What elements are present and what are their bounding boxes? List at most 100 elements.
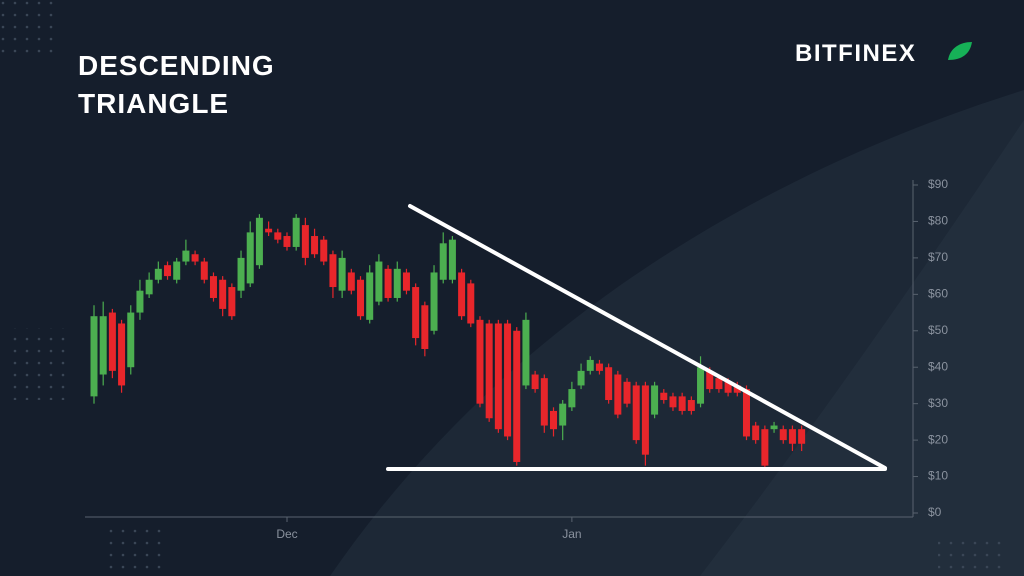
candle-body [779,429,787,441]
candle-body [788,429,796,444]
candle-body [219,279,227,309]
candle-body [467,283,475,324]
logo: BITFINEX [795,40,917,67]
chart-title: DESCENDING TRIANGLE [78,50,275,119]
candle-body [283,236,291,247]
candle-body [733,385,741,393]
candle-body [274,232,282,240]
y-tick-label: $20 [928,432,948,446]
candle-body [200,261,208,280]
candle-body [255,217,263,266]
candle-body [265,228,273,233]
candle-body [118,323,126,386]
y-tick-label: $10 [928,469,948,483]
candle-body [485,323,493,419]
candle-body [357,279,365,317]
plot-area [90,214,806,470]
candle-body [173,261,181,280]
candle-body [320,239,328,262]
y-tick-label: $50 [928,323,948,337]
candle-body [761,429,769,466]
y-tick-label: $80 [928,214,948,228]
candle-body [127,312,135,368]
logo-leaf [948,42,972,60]
candle-body [669,396,677,408]
candle-body [687,400,695,411]
candle-body [742,389,750,437]
y-tick-label: $60 [928,287,948,301]
dot-grid [108,525,168,575]
candle-body [329,254,337,288]
candle-body [798,429,806,444]
candle-body [384,268,392,298]
candle-body [182,250,190,262]
candle-body [439,243,447,280]
candle-body [494,323,502,430]
candle-body [660,392,668,401]
candle-body [641,385,649,455]
candle-body [568,389,576,408]
candle-body [531,374,539,390]
candle-body [522,319,530,386]
candle-body [366,272,374,320]
candle-body [292,217,300,247]
candle-body [623,381,631,404]
candle-body [504,323,512,437]
y-tick-label: $70 [928,250,948,264]
candle-body [586,359,594,371]
candle-body [697,367,705,404]
y-tick-label: $90 [928,177,948,191]
candle-body [412,287,420,339]
candle-body [347,272,355,291]
candle-body [595,363,603,371]
candle-body [421,305,429,349]
candle-body [145,279,153,295]
candle-body [246,232,254,284]
resistance-line [408,204,887,470]
candle-body [559,403,567,426]
x-tick-label: Dec [276,527,297,541]
candle-body [338,257,346,291]
candle-body [301,225,309,258]
candle-body [108,312,116,371]
candle-body [605,367,613,401]
candle-body [311,236,319,255]
y-tick-label: $40 [928,359,948,373]
candle-body [715,378,723,390]
candle-body [430,272,438,331]
candle-body [614,374,622,415]
candle-body [448,239,456,280]
candle-body [209,276,217,298]
candle-body [228,287,236,317]
candle-body [770,425,778,430]
candle-body [550,410,557,430]
candle-body [752,425,760,441]
candle-body [136,290,144,313]
candle-body [706,370,714,390]
candle-body [458,272,466,317]
candle-body [164,265,172,277]
y-tick-label: $30 [928,396,948,410]
candle-body [540,378,548,426]
candle-body [632,385,640,441]
x-tick-label: Jan [562,527,581,541]
candle-body [513,330,521,462]
candle-body [678,396,686,411]
candle-body [191,254,199,262]
candle-body [476,319,484,404]
background-shape [700,120,1024,576]
candle-body [651,385,659,415]
y-tick-label: $0 [928,505,942,519]
candle-body [237,257,245,291]
candle-body [90,316,98,397]
candle-body [393,268,401,298]
candle-body [99,316,107,375]
candle-body [577,370,585,386]
candle-body [402,272,410,291]
dot-grid [0,0,60,55]
dot-grid [938,540,1008,576]
candle-body [724,381,732,393]
candle-body [154,268,162,280]
